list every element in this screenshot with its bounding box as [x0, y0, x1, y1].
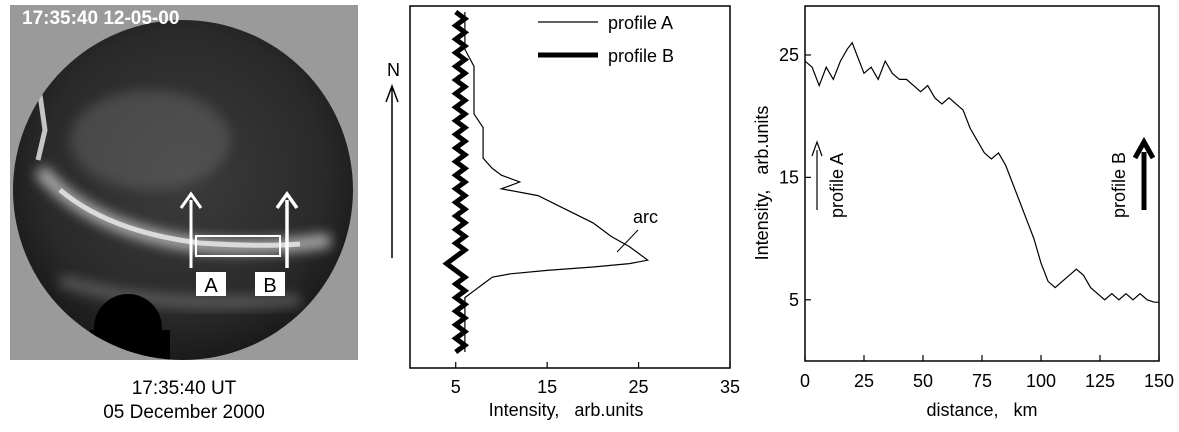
auroral-arc-core [58, 188, 301, 248]
distance-x-tick-label: 125 [1085, 371, 1115, 391]
distance-y-axis-label: Intensity, arb.units [752, 106, 772, 261]
distance-y-tick-label: 25 [779, 45, 799, 65]
distance-x-tick-label: 150 [1144, 371, 1174, 391]
profile-x-tick-label: 15 [537, 377, 557, 397]
distance-x-tick-label: 50 [913, 371, 933, 391]
series-line-profile-b [442, 9, 470, 355]
profile-x-axis-label: Intensity, arb.units [489, 400, 644, 420]
distance-x-tick-label: 100 [1026, 371, 1056, 391]
legend-label-profile-b: profile B [608, 46, 674, 66]
label-b: B [263, 275, 276, 297]
profile-x-tick-label: 5 [451, 377, 461, 397]
label-b-box [255, 272, 285, 296]
legend-label-profile-a: profile A [608, 13, 673, 33]
all-sky-image: 17:35:40 12-05-00 A B [10, 5, 358, 360]
profile-b-arrow-head [1132, 136, 1156, 160]
photo-timestamp: 17:35:40 12-05-00 [22, 8, 179, 29]
profile-x-tick-label: 35 [720, 377, 740, 397]
label-a-box [196, 272, 226, 296]
profile-b-annotation: profile B [1109, 152, 1129, 218]
north-arrow-head [385, 83, 399, 103]
profile-a-arrow-head [811, 140, 823, 157]
distance-y-tick-label: 15 [779, 167, 799, 187]
label-a: A [204, 275, 218, 297]
distance-plot-frame [804, 5, 1160, 362]
arc-streak-left [35, 94, 48, 161]
series-line-intensity [804, 41, 1159, 303]
north-label: N [387, 60, 400, 80]
diffuse-glow [70, 90, 230, 190]
scan-box [195, 235, 281, 257]
photo-caption-date: 05 December 2000 [103, 402, 265, 423]
arc-annotation-pointer [616, 229, 639, 253]
distance-x-axis-label: distance, km [926, 400, 1037, 420]
scan-arrow-a-head [179, 191, 203, 209]
scan-arrow-b-head [275, 190, 299, 210]
distance-chart: 0 25 50 75 100 125 150 5 15 25 Intensity, arb.uni… [752, 5, 1174, 420]
series-line-profile-a [464, 12, 650, 352]
profile-plot-frame [409, 5, 731, 369]
profile-a-annotation: profile A [827, 153, 847, 218]
distance-y-tick-label: 5 [789, 290, 799, 310]
arc-annotation-label: arc [633, 207, 658, 227]
profile-chart: N 5 15 25 35 Intensity, arb.units profile A… [385, 5, 740, 420]
profile-x-tick-label: 25 [629, 377, 649, 397]
distance-x-tick-label: 0 [800, 371, 810, 391]
distance-x-tick-label: 25 [854, 371, 874, 391]
lower-glow [58, 274, 301, 309]
distance-x-tick-label: 75 [972, 371, 992, 391]
photo-caption-time: 17:35:40 UT [131, 378, 237, 399]
profile-legend: profile A profile B [538, 13, 674, 66]
